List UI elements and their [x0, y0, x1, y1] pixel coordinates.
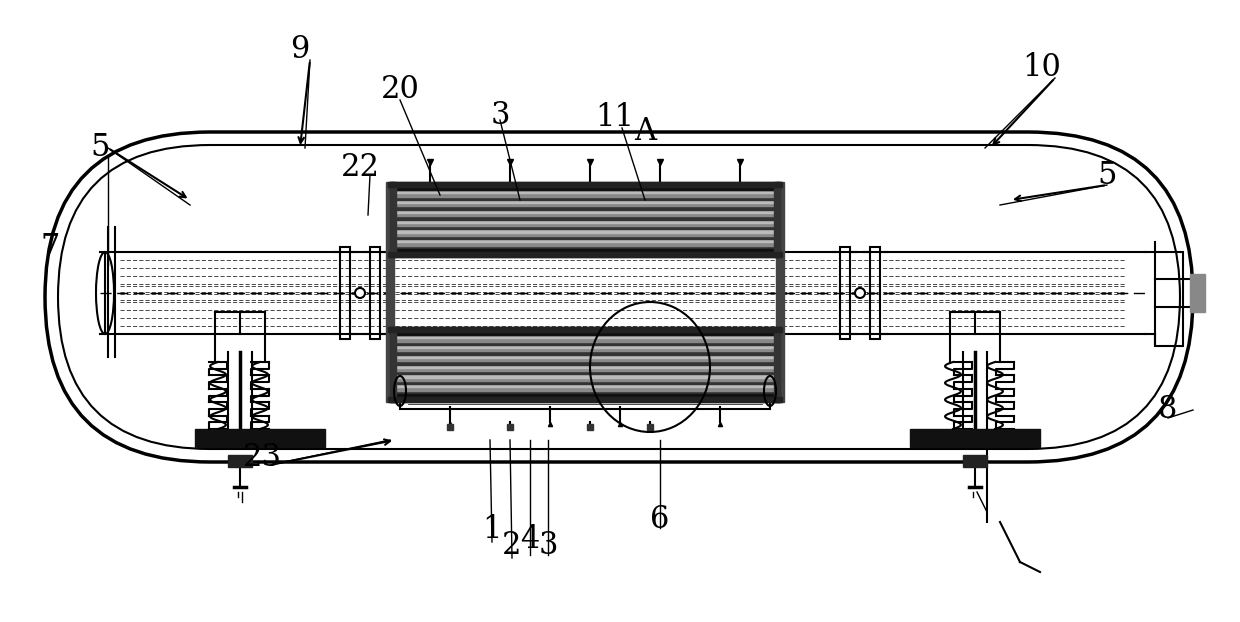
Bar [396, 378, 774, 381]
Bar [870, 247, 880, 339]
Bar [386, 182, 394, 402]
Bar [388, 327, 782, 332]
Bar [228, 455, 252, 467]
Bar [396, 239, 774, 243]
Bar [839, 247, 849, 339]
Bar [396, 381, 774, 384]
Bar [396, 243, 774, 246]
Bar [396, 190, 774, 193]
Bar [396, 364, 774, 368]
Bar [396, 338, 774, 341]
Bar [396, 332, 774, 335]
Text: 2: 2 [502, 529, 522, 560]
Bar [963, 455, 987, 467]
Text: A: A [634, 116, 656, 147]
Bar [396, 236, 774, 239]
Bar [396, 233, 774, 236]
Bar [1154, 252, 1183, 346]
Bar [396, 384, 774, 388]
Bar [446, 424, 453, 430]
Bar [396, 220, 774, 223]
Bar [396, 335, 774, 338]
Bar [396, 361, 774, 364]
Bar [401, 377, 770, 409]
Bar [910, 429, 1040, 447]
Circle shape [856, 288, 866, 298]
Text: 23: 23 [243, 442, 281, 473]
Bar [388, 252, 782, 257]
Bar [340, 247, 350, 339]
Text: 5: 5 [1097, 159, 1117, 190]
Bar [391, 182, 780, 190]
Bar [507, 424, 513, 430]
Text: 6: 6 [650, 504, 670, 536]
Bar [396, 348, 774, 351]
Circle shape [355, 288, 365, 298]
Bar [391, 182, 396, 257]
Bar [391, 327, 396, 402]
Bar [195, 429, 325, 447]
Bar [388, 397, 782, 402]
Bar [396, 351, 774, 355]
Bar [388, 182, 782, 187]
Bar [396, 341, 774, 345]
Bar [391, 327, 780, 335]
Text: 22: 22 [341, 152, 379, 183]
Text: 3: 3 [538, 529, 558, 560]
Bar [391, 394, 780, 402]
Bar [396, 203, 774, 207]
Bar [396, 187, 774, 190]
Bar [396, 230, 774, 233]
Bar [396, 374, 774, 378]
Bar [587, 424, 593, 430]
Text: 10: 10 [1023, 52, 1061, 83]
Text: 20: 20 [381, 75, 419, 106]
Bar [776, 182, 784, 402]
Bar [396, 368, 774, 371]
Text: 7: 7 [41, 233, 60, 264]
Text: 5: 5 [91, 132, 110, 164]
Bar [396, 193, 774, 197]
Bar [396, 207, 774, 210]
Bar [396, 223, 774, 226]
Bar [396, 355, 774, 358]
Text: 11: 11 [595, 103, 635, 134]
Bar [396, 200, 774, 203]
Bar [774, 327, 780, 402]
Text: 8: 8 [1158, 394, 1178, 425]
Bar [396, 345, 774, 348]
Bar [396, 246, 774, 249]
Bar [396, 216, 774, 220]
Text: 1: 1 [482, 514, 502, 545]
Bar [396, 210, 774, 213]
Bar [396, 388, 774, 391]
Text: 3: 3 [490, 100, 510, 131]
Bar [396, 197, 774, 200]
Text: 4: 4 [521, 524, 539, 555]
Bar [396, 213, 774, 216]
Bar [396, 391, 774, 394]
Bar [396, 371, 774, 374]
Bar [396, 226, 774, 230]
Bar [1190, 274, 1205, 312]
Bar [774, 182, 780, 257]
Bar [370, 247, 379, 339]
Bar [396, 358, 774, 361]
Bar [391, 249, 780, 257]
Bar [647, 424, 653, 430]
Text: 9: 9 [290, 34, 310, 65]
